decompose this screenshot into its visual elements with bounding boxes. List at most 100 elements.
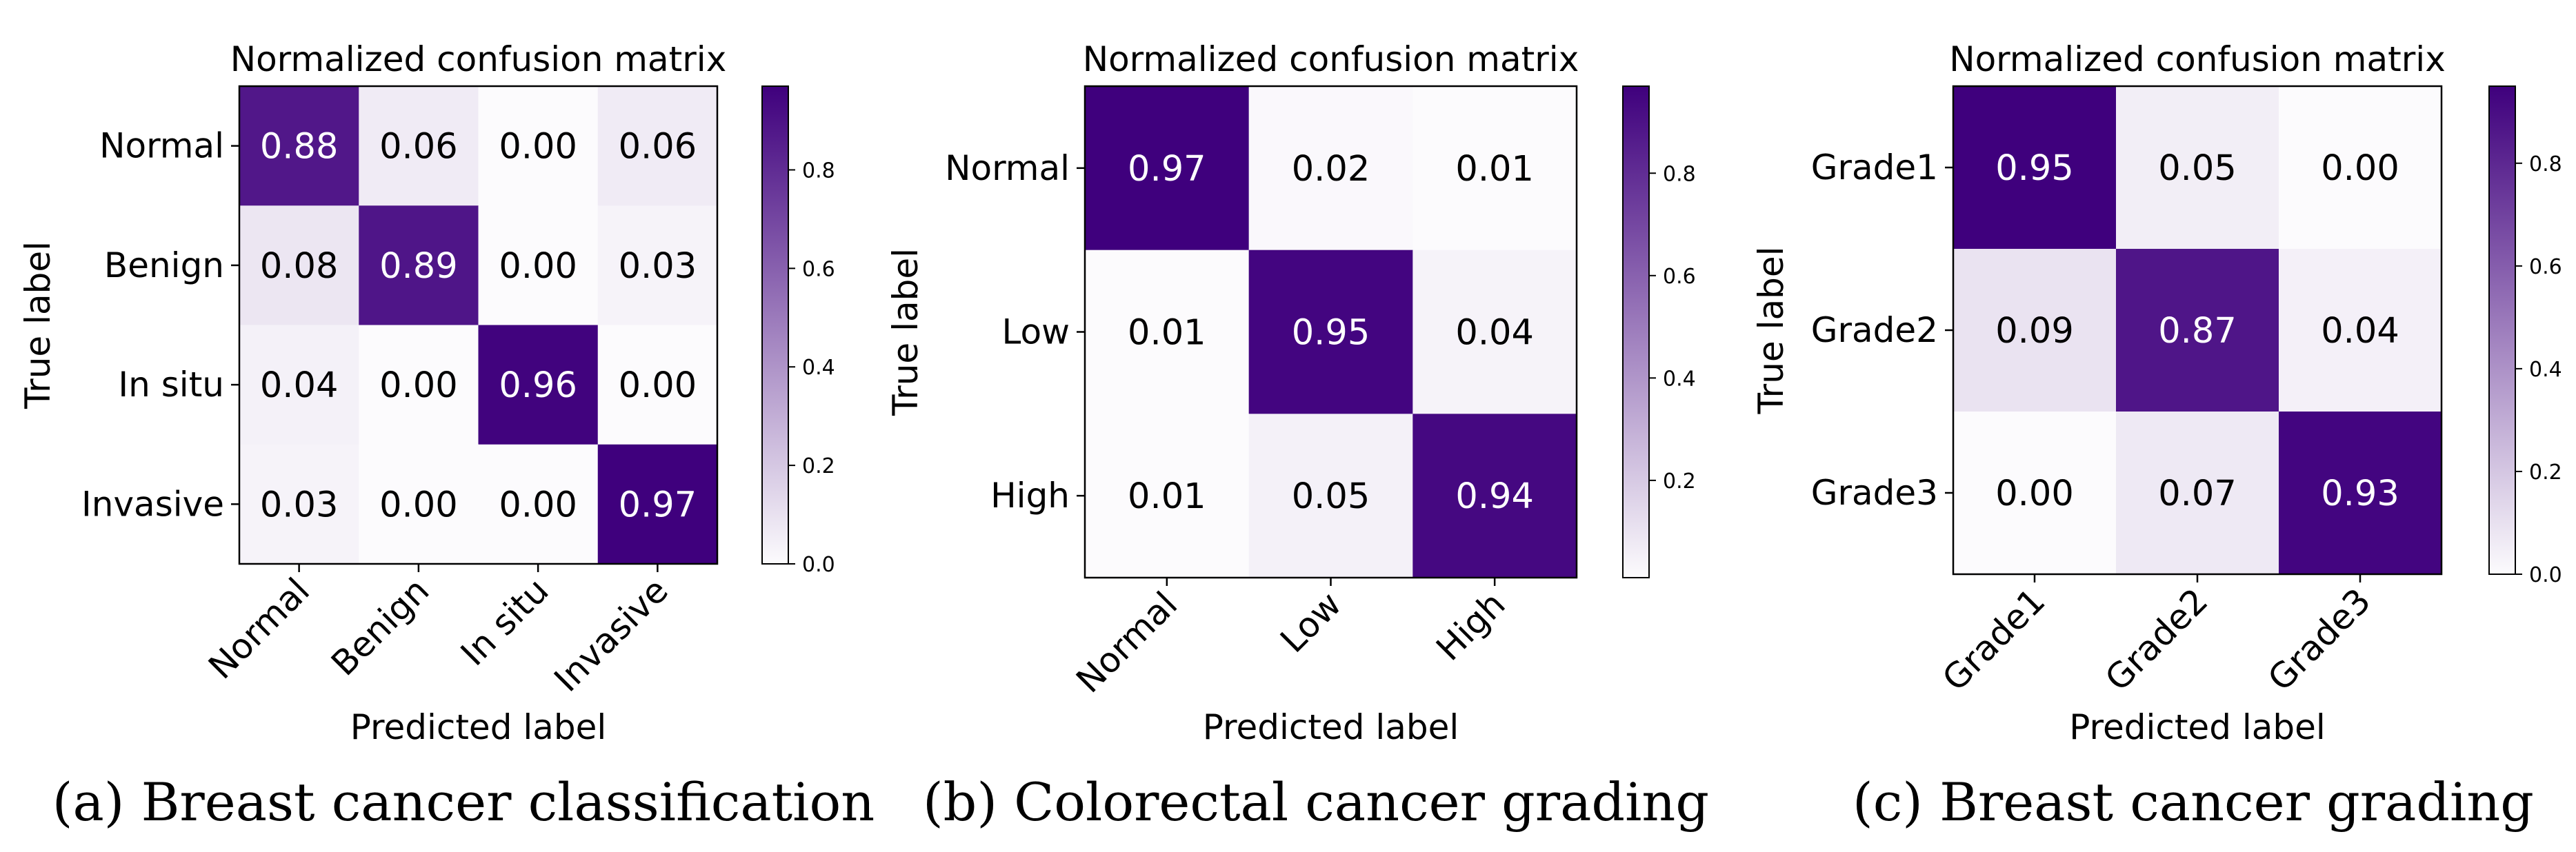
confusion-matrix-panel-1: Normalized confusion matrix 0.88 0.06 0.00 0… (18, 39, 875, 833)
x-tick-label: High (1428, 584, 1512, 668)
matrix-cell (1085, 250, 1250, 414)
matrix-cell (359, 205, 479, 325)
matrix-cell (2116, 249, 2279, 412)
matrix-cell (1953, 412, 2117, 575)
cell-value-label: 0.00 (379, 485, 458, 525)
colorbar-tick-label: 0.4 (2529, 358, 2562, 382)
x-tick-label: In situ (453, 570, 557, 673)
matrix-cell (2279, 86, 2442, 250)
x-tick-label: Grade1 (1935, 580, 2053, 698)
colorbar (1622, 85, 1650, 578)
matrix-cell (597, 444, 718, 565)
panel-caption: (a) Breast cancer classification (52, 771, 875, 833)
y-tick-label: Benign (104, 245, 224, 285)
colorbar-tick-label: 0.8 (2529, 152, 2562, 176)
x-tick-label: Invasive (546, 570, 675, 699)
cell-value-label: 0.00 (2321, 148, 2399, 189)
colorbar-tick-label: 0.4 (802, 356, 835, 380)
cell-value-label: 0.04 (260, 365, 339, 406)
cell-value-label: 0.00 (499, 485, 577, 525)
cell-value-label: 0.03 (260, 485, 339, 525)
cell-value-label: 0.89 (379, 246, 458, 287)
cell-value-label: 0.96 (499, 365, 577, 406)
y-tick-label: Grade3 (1811, 473, 1938, 513)
colorbar-tick-label: 0.2 (1663, 469, 1696, 494)
y-tick-label: Normal (945, 148, 1070, 188)
cell-value-label: 0.06 (379, 127, 458, 168)
colorbar-tick-label: 0.6 (1663, 265, 1696, 289)
cell-value-label: 0.01 (1455, 149, 1534, 190)
cell-value-label: 0.04 (1455, 313, 1534, 354)
y-tick-label: Grade1 (1811, 148, 1938, 187)
matrix-cell (478, 325, 599, 445)
cell-value-label: 0.01 (1128, 313, 1206, 354)
cell-value-label: 0.93 (2321, 474, 2399, 514)
cell-value-label: 0.87 (2158, 311, 2237, 352)
colorbar-tick-label: 0.0 (2529, 563, 2562, 587)
x-tick-label: Low (1272, 584, 1349, 660)
colorbar-tick-label: 0.8 (1663, 162, 1696, 186)
matrix-cell (2279, 249, 2442, 412)
chart-title: Normalized confusion matrix (1949, 39, 2446, 79)
matrix-cell (359, 325, 479, 445)
cell-value-label: 0.00 (619, 365, 697, 406)
panel-caption: (b) Colorectal cancer grading (923, 771, 1709, 833)
cell-value-label: 0.04 (2321, 311, 2399, 352)
colorbar (761, 85, 789, 565)
x-tick-label: Normal (1068, 584, 1185, 700)
chart-title: Normalized confusion matrix (1083, 39, 1579, 79)
matrix-cell (1953, 249, 2117, 412)
cell-value-label: 0.00 (499, 246, 577, 287)
x-axis-label: Predicted label (350, 707, 607, 747)
colorbar-tick-label: 0.6 (802, 257, 835, 281)
cell-value-label: 0.09 (1995, 311, 2074, 352)
cell-value-label: 0.01 (1128, 476, 1206, 517)
cell-value-label: 0.07 (2158, 474, 2237, 514)
matrix-cell (2116, 412, 2279, 575)
y-axis-label: True label (18, 241, 58, 409)
colorbar-tick-label: 0.8 (802, 159, 835, 183)
matrix-cell (1412, 250, 1577, 414)
y-tick-label: Grade2 (1811, 310, 1938, 350)
matrix-cell (239, 444, 359, 565)
x-tick-label: Grade2 (2097, 580, 2215, 698)
matrix-cell (2279, 412, 2442, 575)
matrix-cell (1085, 414, 1250, 578)
confusion-matrix-panel-3: Normalized confusion matrix 0.95 0.05 0.00 0… (1751, 39, 2562, 833)
x-tick-label: Grade3 (2260, 580, 2378, 698)
chart-title: Normalized confusion matrix (230, 39, 727, 79)
matrix-cell (2116, 86, 2279, 250)
colorbar-tick-label: 0.2 (2529, 460, 2562, 485)
cell-value-label: 0.05 (1292, 476, 1370, 517)
cell-value-label: 0.94 (1455, 476, 1534, 517)
panel-caption: (c) Breast cancer grading (1853, 771, 2534, 833)
confusion-matrix-panel-2: Normalized confusion matrix 0.97 0.02 0.01 0… (886, 39, 1709, 833)
x-tick-label: Benign (323, 570, 437, 683)
matrix-cell (597, 325, 718, 445)
colorbar-tick-label: 0.6 (2529, 255, 2562, 279)
x-tick-label: Normal (201, 570, 317, 687)
colorbar (2488, 85, 2516, 575)
cell-value-label: 0.00 (499, 127, 577, 168)
colorbar-tick-label: 0.4 (1663, 367, 1696, 391)
matrix-cell (1248, 250, 1413, 414)
y-tick-label: In situ (118, 365, 224, 405)
matrix-cell (478, 86, 599, 206)
matrix-cell (597, 86, 718, 206)
matrix-cell (1412, 86, 1577, 251)
y-axis-label: True label (886, 248, 926, 416)
matrix-cell (359, 86, 479, 206)
cell-value-label: 0.95 (1995, 148, 2074, 189)
cell-value-label: 0.88 (260, 127, 339, 168)
y-tick-label: Invasive (81, 484, 224, 524)
matrix-cell (1412, 414, 1577, 578)
cell-value-label: 0.08 (260, 246, 339, 287)
y-tick-label: Normal (99, 126, 224, 166)
cell-value-label: 0.06 (619, 127, 697, 168)
colorbar-tick-label: 0.2 (802, 454, 835, 478)
x-axis-label: Predicted label (2069, 707, 2326, 747)
y-tick-label: Low (1002, 312, 1070, 352)
matrix-cell (1953, 86, 2117, 250)
cell-value-label: 0.95 (1292, 313, 1370, 354)
